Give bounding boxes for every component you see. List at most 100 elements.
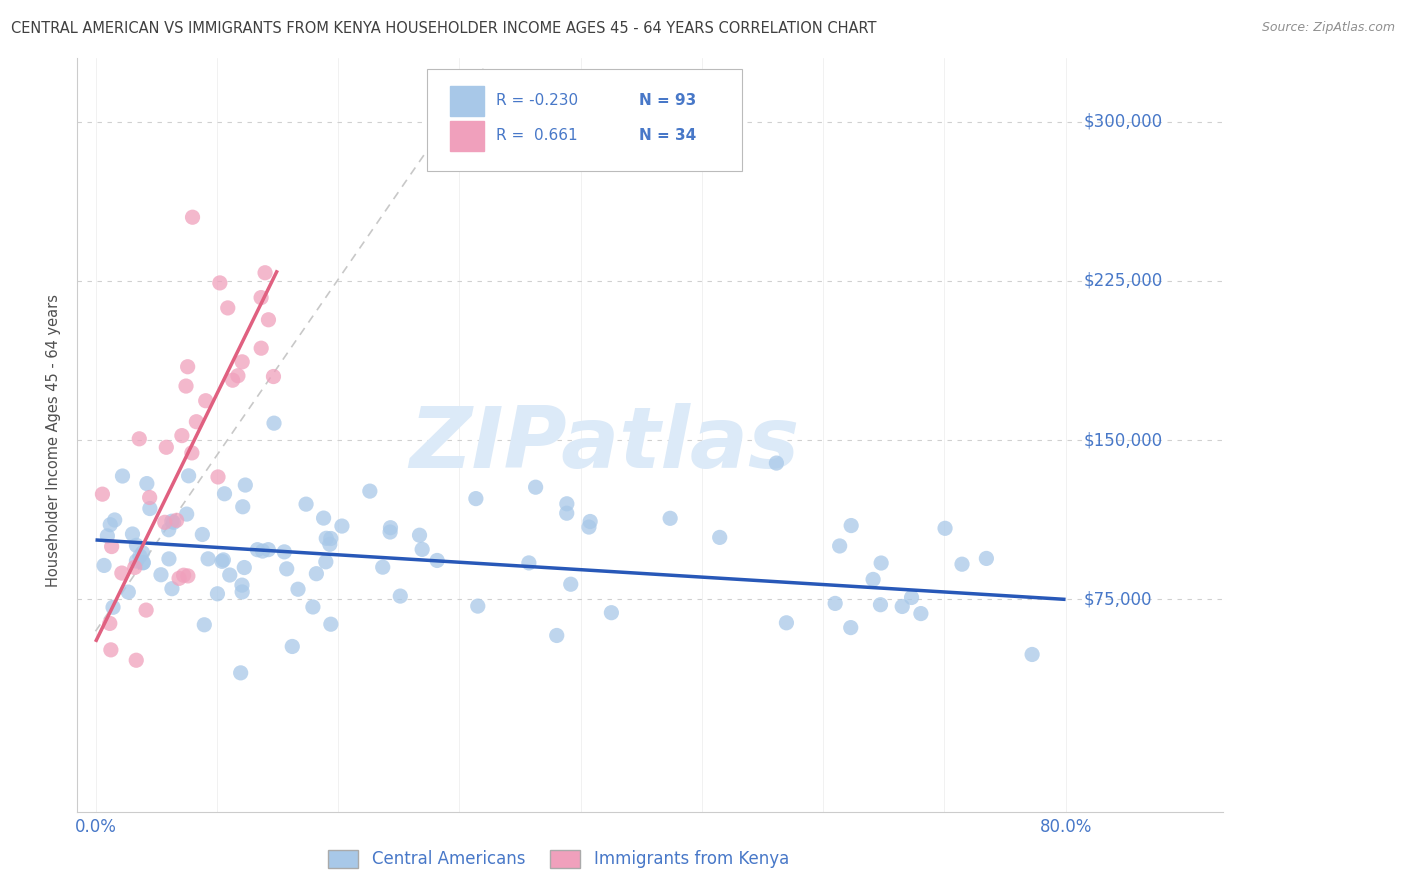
Point	[138, 491, 160, 505]
Text: CENTRAL AMERICAN VS IMMIGRANTS FROM KENYA HOUSEHOLDER INCOME AGES 45 - 64 YEARS : CENTRAL AMERICAN VS IMMIGRANTS FROM KENY…	[11, 21, 877, 36]
Legend: Central Americans, Immigrants from Kenya: Central Americans, Immigrants from Kenya	[322, 843, 796, 875]
Point	[174, 379, 197, 393]
Point	[262, 369, 284, 384]
Point	[212, 553, 235, 567]
Point	[167, 571, 190, 585]
Point	[194, 393, 217, 408]
Point	[302, 599, 325, 614]
Point	[250, 341, 273, 355]
Point	[100, 540, 122, 554]
Point	[319, 537, 342, 551]
Point	[900, 591, 922, 605]
Point	[180, 446, 202, 460]
Point	[96, 529, 118, 543]
Bar	[450, 86, 484, 116]
Point	[173, 568, 195, 582]
Point	[254, 266, 277, 280]
Point	[319, 532, 342, 546]
Point	[870, 556, 893, 570]
Point	[231, 355, 253, 369]
Point	[546, 628, 568, 642]
Point	[128, 549, 150, 564]
Point	[524, 480, 547, 494]
Point	[824, 596, 846, 610]
Point	[132, 556, 155, 570]
Point	[93, 558, 115, 573]
Point	[132, 556, 155, 570]
Point	[135, 476, 157, 491]
FancyBboxPatch shape	[427, 70, 742, 171]
Point	[273, 545, 295, 559]
Point	[191, 527, 214, 541]
Point	[181, 211, 204, 225]
Point	[839, 621, 862, 635]
Point	[411, 542, 433, 557]
Point	[193, 617, 215, 632]
Point	[221, 373, 243, 387]
Point	[281, 640, 304, 654]
Point	[976, 551, 998, 566]
Text: Householder Income Ages 45 - 64 years: Householder Income Ages 45 - 64 years	[45, 293, 60, 587]
Point	[709, 530, 731, 544]
Point	[121, 527, 143, 541]
Point	[176, 359, 198, 374]
Point	[104, 513, 127, 527]
Point	[125, 538, 148, 552]
Text: R = -0.230: R = -0.230	[495, 94, 578, 109]
Point	[467, 599, 489, 613]
Point	[139, 501, 162, 516]
Point	[157, 552, 180, 566]
Point	[295, 497, 318, 511]
Point	[157, 523, 180, 537]
Point	[287, 582, 309, 597]
Point	[560, 577, 582, 591]
Point	[555, 506, 578, 520]
Point	[579, 515, 602, 529]
Point	[124, 560, 146, 574]
Text: $300,000: $300,000	[1084, 112, 1163, 130]
Text: N = 93: N = 93	[638, 94, 696, 109]
Point	[659, 511, 682, 525]
Point	[233, 560, 256, 574]
Point	[1021, 648, 1043, 662]
Point	[765, 456, 787, 470]
Text: $75,000: $75,000	[1084, 591, 1153, 608]
Point	[315, 531, 337, 545]
Point	[600, 606, 623, 620]
Point	[176, 507, 198, 521]
Point	[177, 569, 200, 583]
Point	[578, 520, 600, 534]
Point	[231, 585, 253, 599]
Point	[315, 555, 337, 569]
Point	[160, 582, 183, 596]
Point	[257, 312, 280, 326]
Text: R =  0.661: R = 0.661	[495, 128, 578, 143]
Point	[389, 589, 412, 603]
Point	[828, 539, 851, 553]
Point	[218, 568, 240, 582]
Point	[211, 554, 233, 568]
Point	[891, 599, 914, 614]
Point	[231, 578, 253, 592]
Point	[186, 415, 208, 429]
Point	[125, 653, 148, 667]
Point	[934, 521, 956, 535]
Point	[125, 554, 148, 568]
Point	[155, 440, 177, 454]
Point	[153, 516, 176, 530]
Point	[408, 528, 430, 542]
Text: $150,000: $150,000	[1084, 431, 1163, 450]
Point	[131, 546, 153, 560]
Text: ZIPatlas: ZIPatlas	[409, 403, 800, 486]
Text: 0.0%: 0.0%	[75, 818, 117, 836]
Text: N = 34: N = 34	[638, 128, 696, 143]
Point	[111, 469, 134, 483]
Point	[232, 500, 254, 514]
Point	[464, 491, 486, 506]
Bar	[450, 120, 484, 151]
Point	[950, 558, 973, 572]
Point	[839, 518, 862, 533]
Point	[276, 562, 298, 576]
Point	[226, 368, 249, 383]
Point	[869, 598, 891, 612]
